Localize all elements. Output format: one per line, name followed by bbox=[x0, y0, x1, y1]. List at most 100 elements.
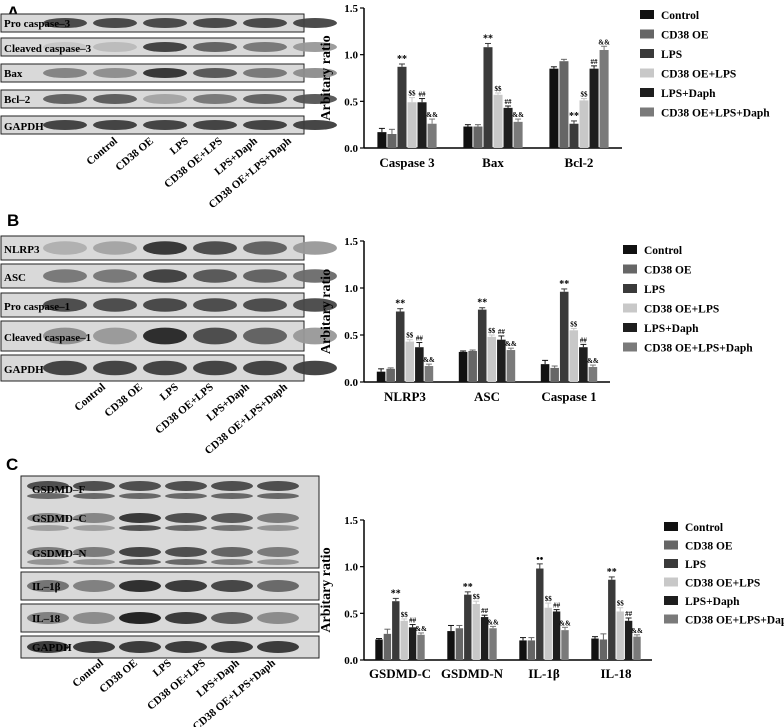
bar bbox=[497, 339, 506, 382]
blot-band bbox=[27, 641, 69, 653]
blot-band bbox=[119, 493, 161, 499]
significance-mark: $$ bbox=[581, 91, 589, 99]
bar bbox=[395, 311, 405, 382]
legend-swatch bbox=[664, 522, 678, 531]
blot-row-label: GSDMD–N bbox=[32, 548, 86, 560]
bar bbox=[624, 620, 633, 660]
blot-band bbox=[27, 547, 69, 557]
legend-swatch bbox=[664, 540, 678, 550]
blot-band bbox=[243, 41, 287, 53]
blot-panel-c: CGSDMD–FGSDMD–CGSDMD–NIL–1βIL–18GAPDHCon… bbox=[6, 455, 320, 727]
y-tick-label: 1.0 bbox=[344, 562, 358, 574]
bar bbox=[472, 604, 480, 660]
blot-band bbox=[293, 269, 337, 283]
significance-mark: ** bbox=[395, 299, 405, 310]
blot-band bbox=[293, 41, 337, 53]
significance-mark: $$ bbox=[473, 593, 481, 601]
legend-swatch bbox=[664, 577, 678, 587]
x-category-label: IL-18 bbox=[600, 666, 632, 681]
legend-entry: CD38 OE+LPS bbox=[661, 69, 736, 81]
blot-row-label: GSDMD–C bbox=[32, 513, 86, 525]
blot-band bbox=[93, 41, 137, 53]
blot-band bbox=[27, 580, 69, 592]
blot-band bbox=[165, 580, 207, 592]
significance-mark: && bbox=[423, 356, 435, 364]
blot-row-label: Bcl–2 bbox=[4, 94, 31, 106]
significance-mark: $$ bbox=[545, 595, 553, 603]
legend-entry: Control bbox=[644, 245, 682, 257]
bar bbox=[633, 636, 641, 660]
legend-swatch bbox=[623, 342, 637, 352]
blot-band bbox=[73, 513, 115, 523]
blot-band bbox=[119, 513, 161, 523]
blot-band bbox=[143, 17, 187, 29]
blot-band bbox=[165, 525, 207, 531]
blot-band bbox=[257, 525, 299, 531]
bar bbox=[417, 634, 425, 660]
blot-band bbox=[211, 481, 253, 491]
blot-band bbox=[119, 641, 161, 653]
blot-band bbox=[143, 67, 187, 79]
blot-band bbox=[27, 481, 69, 491]
bar bbox=[527, 640, 536, 660]
bar bbox=[375, 639, 383, 660]
lane-label: CD38 OE bbox=[97, 657, 140, 695]
legend-swatch bbox=[640, 49, 654, 58]
blot-band bbox=[193, 269, 237, 283]
blot-band bbox=[27, 525, 69, 531]
blot-band bbox=[243, 360, 287, 376]
blot-band bbox=[119, 580, 161, 592]
blot-band bbox=[257, 612, 299, 624]
legend-entry: LPS bbox=[685, 559, 706, 571]
bar bbox=[608, 579, 616, 660]
blot-band bbox=[43, 67, 87, 79]
blot-band bbox=[193, 119, 237, 131]
significance-mark: ** bbox=[463, 582, 473, 593]
significance-mark: ** bbox=[559, 279, 569, 290]
legend-entry: Control bbox=[661, 10, 699, 22]
x-category-label: Caspase 3 bbox=[379, 155, 435, 170]
y-axis-label: Arbitary ratio bbox=[319, 547, 334, 632]
bar bbox=[561, 630, 569, 660]
blot-band bbox=[93, 327, 137, 345]
lane-label: Control bbox=[72, 381, 108, 414]
bar bbox=[392, 601, 400, 660]
blot-row-label: Pro caspase–3 bbox=[4, 18, 71, 30]
blot-band bbox=[165, 513, 207, 523]
legend-entry: LPS+Daph bbox=[661, 88, 716, 100]
bar bbox=[463, 126, 473, 148]
blot-band bbox=[93, 269, 137, 283]
y-tick-label: 0.0 bbox=[344, 655, 358, 667]
bar bbox=[427, 123, 437, 148]
blot-band bbox=[143, 360, 187, 376]
bar bbox=[386, 368, 395, 382]
x-category-label: Caspase 1 bbox=[541, 389, 596, 404]
bar bbox=[417, 102, 427, 148]
bar bbox=[480, 617, 489, 660]
bar bbox=[477, 309, 487, 382]
bar bbox=[483, 47, 493, 149]
legend-swatch bbox=[664, 596, 678, 605]
blot-band bbox=[193, 93, 237, 105]
blot-row-label: GSDMD–F bbox=[32, 484, 85, 496]
lane-label: LPS bbox=[168, 135, 191, 157]
bar bbox=[408, 627, 417, 660]
bar bbox=[489, 628, 497, 660]
legend-swatch bbox=[640, 88, 654, 97]
blot-band bbox=[243, 67, 287, 79]
bar bbox=[405, 341, 415, 382]
blot-band bbox=[193, 327, 237, 345]
bar bbox=[569, 330, 579, 382]
blot-band bbox=[93, 360, 137, 376]
bar bbox=[415, 347, 424, 382]
y-axis-label: Arbitary ratio bbox=[319, 35, 334, 120]
blot-band bbox=[211, 547, 253, 557]
bar bbox=[468, 350, 477, 382]
blot-band bbox=[73, 481, 115, 491]
x-category-label: NLRP3 bbox=[384, 389, 426, 404]
bar bbox=[493, 94, 503, 148]
legend-entry: CD38 OE+LPS+Daph bbox=[661, 108, 770, 120]
blot-band bbox=[73, 612, 115, 624]
